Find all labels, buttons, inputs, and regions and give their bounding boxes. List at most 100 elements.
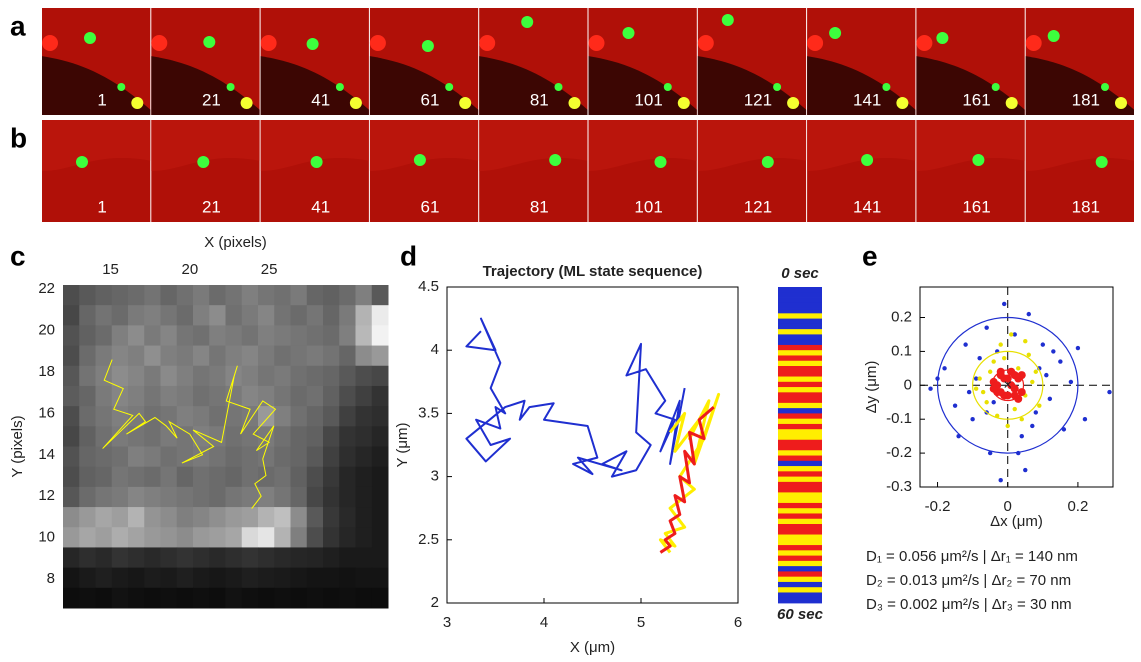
y-tick-label: 14 [38,446,55,463]
heatmap-cell [95,406,113,427]
confinement-circle [991,369,1025,402]
heatmap-cell [79,385,96,407]
scatter-point [996,388,1005,397]
scatter-point [1107,389,1112,395]
green-spot [761,156,774,168]
scatter-point [987,450,993,456]
membrane-blob [588,35,605,51]
scatter-point [1026,352,1031,357]
legend-entry: D₃ = 0.002 μm²/s | Δr₃ = 30 nm [866,596,1072,613]
yellow-spot [349,97,362,109]
x-axis-label: X (pixels) [204,234,267,251]
heatmap-cell [274,486,291,508]
heatmap-cell [290,446,308,468]
heatmap-cell [241,325,259,347]
heatmap-cell [323,385,340,407]
state-stripe [778,524,822,530]
scatter-point [1075,345,1081,351]
colorbar-label: 60 sec [777,606,824,623]
scatter-point [973,386,979,391]
state-stripe [778,402,822,409]
green-spot [972,154,985,166]
heatmap-cell [258,305,275,326]
heatmap-cell [79,466,96,488]
heatmap-cell [63,345,80,367]
yellow-spot [131,97,144,109]
x-tick-label: -0.2 [925,498,951,515]
scatter-point [1019,433,1024,439]
frame: 121 [697,120,807,222]
state-stripe [778,313,822,319]
heatmap-cell [111,486,129,508]
heatmap-cell [339,285,356,306]
frame-dark-region [369,120,479,171]
green-spot [622,27,635,39]
heatmap-cell [193,385,210,407]
scatter-point [984,400,989,405]
heatmap-cell [209,285,226,306]
heatmap-cell [274,547,291,569]
heatmap-cell [160,385,178,407]
membrane-blob [479,35,496,51]
state-stripe [778,413,822,420]
heatmap-cell [160,587,178,609]
heatmap-cell [339,466,356,488]
heatmap-cell [95,365,113,387]
heatmap-cell [128,426,145,447]
panel-label: c [10,240,26,271]
scatter-point [1030,379,1035,385]
heatmap-cell [241,547,259,569]
heatmap-cell [160,466,178,488]
green-spot [306,38,319,50]
chart-title: Trajectory (ML state sequence) [483,263,703,280]
x-tick-label: 0.2 [1067,498,1088,515]
heatmap-cell [274,587,291,609]
state-stripe [778,418,822,425]
heatmap-cell [241,567,259,589]
state-stripe [778,592,822,599]
state-stripe [778,329,822,335]
membrane-blob [151,35,168,51]
heatmap-cell [355,527,373,548]
heatmap-cell [209,527,226,548]
heatmap-cell [193,345,210,367]
state-stripe [778,339,822,346]
heatmap-cell [371,305,389,326]
heatmap-cell [128,547,145,569]
frame-number: 81 [530,197,549,216]
heatmap-cell [339,365,356,387]
scatter-point [1037,403,1042,408]
heatmap-cell [176,567,194,589]
membrane-blob [807,35,824,51]
green-spot [936,32,949,44]
heatmap-cell [355,426,373,447]
heatmap-cell [306,587,324,609]
heatmap-cell [95,527,113,548]
heatmap-cell [274,285,291,306]
state-stripe [778,445,822,451]
heatmap-cell [95,466,113,488]
heatmap-cell [128,365,145,387]
heatmap-cell [193,547,210,569]
green-spot [226,83,235,91]
frame: 61 [369,8,479,115]
heatmap-cell [95,547,113,569]
heatmap-cell [79,406,96,427]
heatmap-cell [209,507,226,528]
scatter-point [987,369,993,374]
frame-number: 141 [853,90,881,109]
confinement-circle [972,350,1044,420]
frame: 161 [916,120,1025,222]
heatmap-cell [209,486,226,508]
heatmap-cell [95,446,113,468]
state-stripe [778,350,822,356]
state-stripe [778,455,822,462]
heatmap-cell [355,305,373,326]
frame-dark-region [916,120,1025,171]
y-axis-label: Y (pixels) [9,415,26,477]
heatmap-cell [258,587,275,609]
heatmap-cell [95,325,113,347]
heatmap-cell [290,486,308,508]
heatmap-cell [306,385,324,407]
